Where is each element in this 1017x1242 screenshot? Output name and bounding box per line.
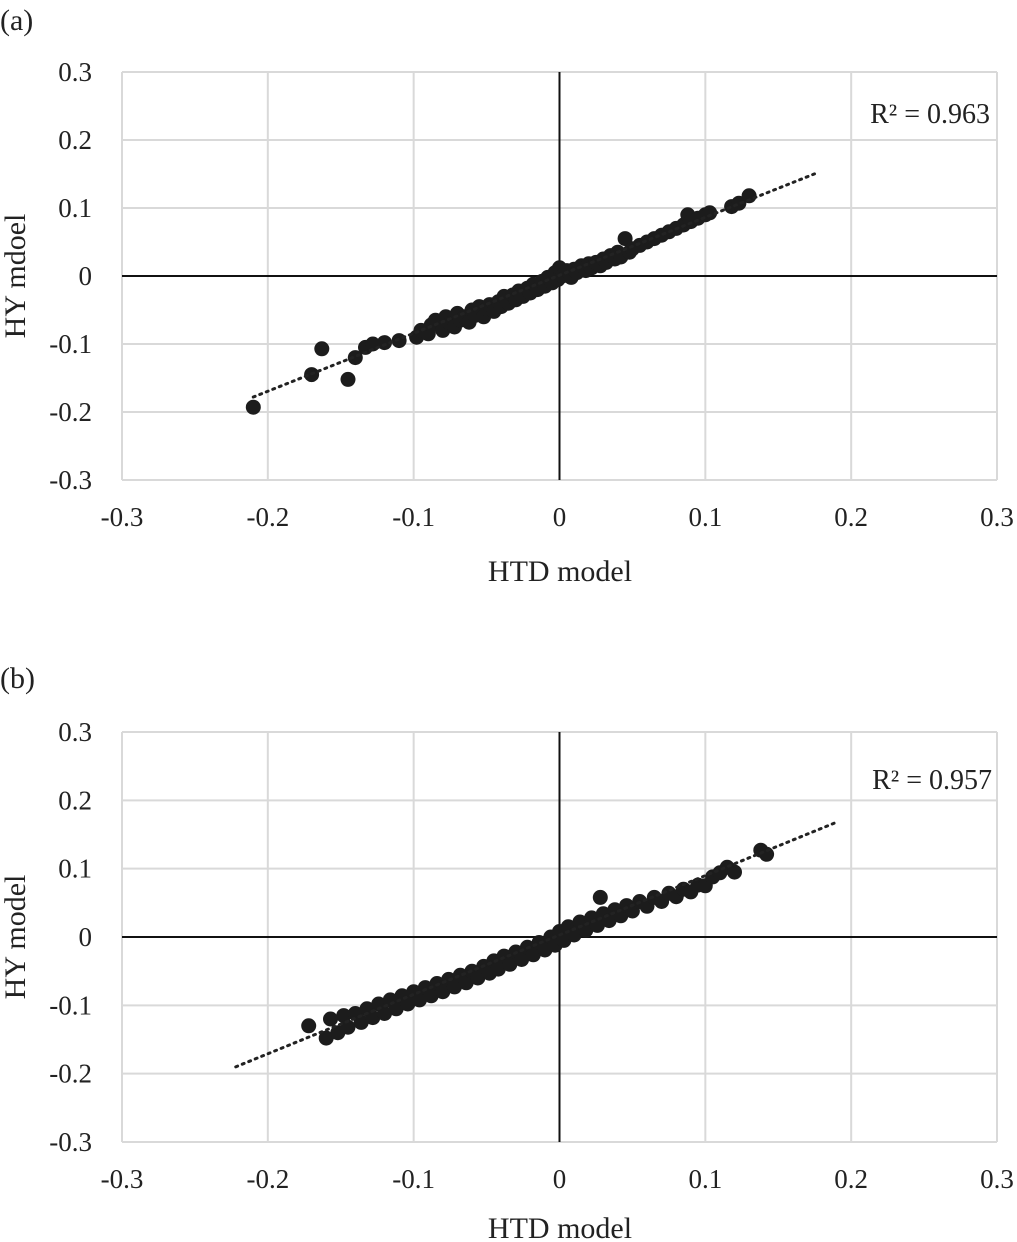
y-tick-label: 0 — [79, 261, 93, 291]
data-point — [514, 952, 530, 967]
data-point — [318, 1030, 334, 1046]
data-point — [470, 970, 486, 986]
data-point — [377, 1006, 392, 1021]
y-tick-label: 0.1 — [58, 854, 92, 884]
data-point — [490, 961, 506, 977]
x-tick-label: 0.3 — [980, 502, 1014, 532]
x-tick-label: 0 — [553, 1164, 567, 1194]
x-tick-label: 0.1 — [688, 1164, 722, 1194]
data-point — [423, 988, 439, 1004]
x-tick-label: 0 — [553, 502, 567, 532]
x-tick-label: 0.2 — [834, 1164, 868, 1194]
linear-trendline — [251, 171, 820, 399]
x-tick-label: 0.3 — [980, 1164, 1014, 1194]
y-tick-label: -0.3 — [49, 465, 92, 495]
data-point — [702, 205, 718, 221]
y-axis-title-b: HY model — [0, 875, 32, 1000]
y-tick-label: -0.1 — [49, 990, 92, 1020]
panel-label-a: (a) — [0, 4, 33, 37]
data-point — [525, 947, 541, 963]
data-point — [741, 188, 757, 204]
data-point — [435, 984, 451, 1000]
x-tick-label: -0.3 — [101, 502, 144, 532]
data-point — [353, 1014, 369, 1030]
data-point — [340, 371, 356, 387]
x-tick-label: -0.2 — [246, 1164, 289, 1194]
data-point — [400, 996, 416, 1012]
x-tick-label: -0.1 — [392, 1164, 435, 1194]
x-tick-label: -0.3 — [101, 1164, 144, 1194]
y-tick-label: 0.2 — [58, 125, 92, 155]
data-point — [727, 864, 742, 880]
data-point — [388, 1001, 404, 1017]
data-point — [377, 335, 392, 351]
y-tick-label: 0 — [79, 922, 93, 952]
data-point — [592, 889, 608, 905]
scatter-panel-b: -0.3 -0.2 -0.1 0 0.1 0.2 0.3 0.3 0.2 0.1 0 -0.1 -0.2… — [0, 662, 1014, 1242]
data-point — [447, 979, 462, 995]
x-tick-label: 0.1 — [688, 502, 722, 532]
plot-area-b: -0.3 -0.2 -0.1 0 0.1 0.2 0.3 0.3 0.2 0.1 0 -0.1 -0.2… — [49, 717, 1014, 1194]
data-point — [245, 399, 261, 415]
data-point — [340, 1019, 356, 1035]
data-point — [301, 1018, 317, 1034]
x-axis-title-b: HTD model — [488, 1212, 632, 1242]
panel-label-b: (b) — [0, 662, 35, 695]
r-squared-annotation-a: R² = 0.963 — [870, 99, 990, 130]
x-tick-label: -0.1 — [392, 502, 435, 532]
y-tick-label: -0.3 — [49, 1127, 92, 1157]
y-tick-label: -0.2 — [49, 397, 92, 427]
y-tick-label: 0.3 — [58, 57, 92, 87]
y-tick-label: 0.1 — [58, 193, 92, 223]
y-tick-label: -0.2 — [49, 1059, 92, 1089]
data-point — [412, 992, 427, 1008]
plot-area-a: -0.3 -0.2 -0.1 0 0.1 0.2 0.3 0.3 0.2 0.1 0 -0.1 -0.2… — [49, 57, 1014, 532]
data-point — [336, 1008, 352, 1024]
x-axis-title-a: HTD model — [488, 555, 632, 588]
y-tick-label: -0.1 — [49, 329, 92, 359]
linear-trendline — [234, 820, 839, 1069]
scatter-panel-a: -0.3 -0.2 -0.1 0 0.1 0.2 0.3 0.3 0.2 0.1 0 -0.1 -0.2… — [0, 4, 1014, 588]
x-tick-label: 0.2 — [834, 502, 868, 532]
y-tick-label: 0.2 — [58, 785, 92, 815]
y-tick-label: 0.3 — [58, 717, 92, 747]
data-point — [323, 1011, 338, 1027]
data-point — [365, 1010, 381, 1026]
x-tick-label: -0.2 — [246, 502, 289, 532]
r-squared-annotation-b: R² = 0.957 — [872, 765, 992, 796]
y-axis-title-a: HY mdoel — [0, 214, 32, 339]
data-point — [314, 341, 330, 357]
data-point — [566, 927, 582, 943]
data-point — [502, 956, 518, 972]
data-point — [458, 975, 474, 991]
